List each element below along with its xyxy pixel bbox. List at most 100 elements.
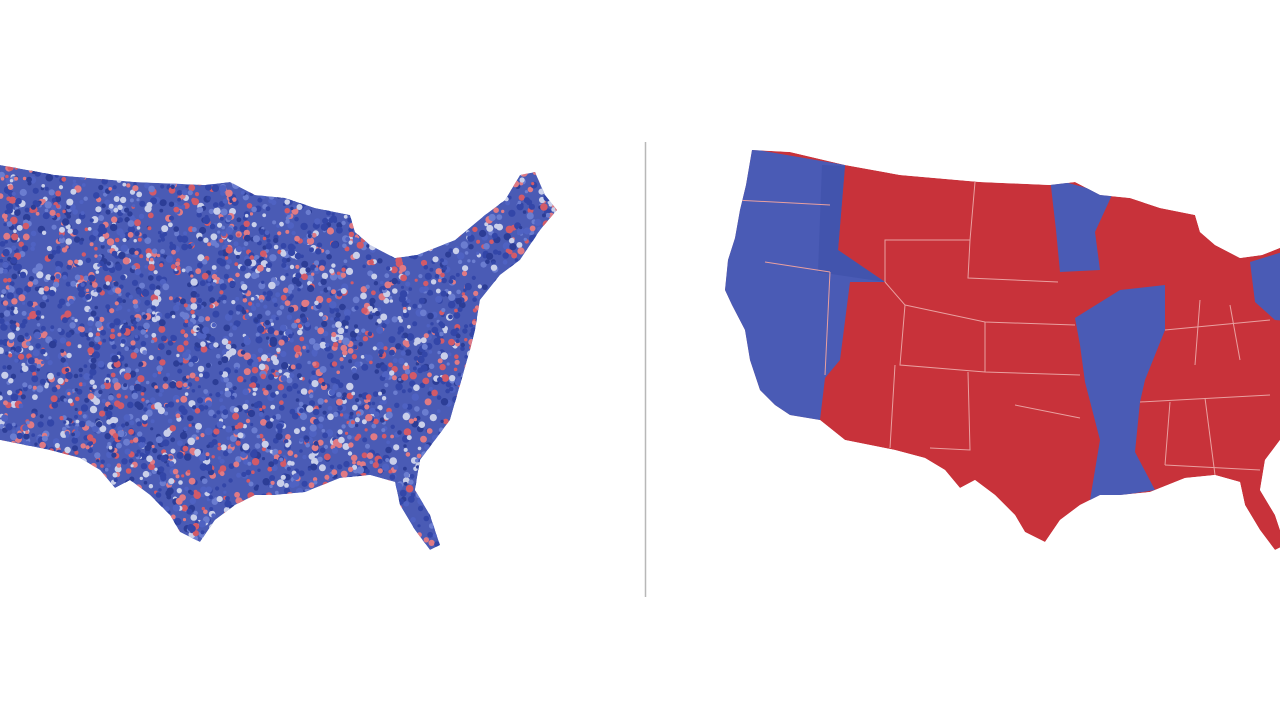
dot [58,159,66,167]
dot [509,538,513,542]
dot [539,547,546,550]
dot [25,430,29,435]
dot [361,363,369,371]
dot [550,176,555,180]
dot [297,508,301,512]
dot [271,155,278,162]
dot [421,181,429,189]
dot [428,511,435,518]
dot [240,525,246,531]
dot [252,166,258,171]
dot [469,352,475,358]
dot [111,542,115,547]
dot [308,530,314,536]
dot [493,384,499,391]
dot [128,294,134,300]
dot [146,532,154,540]
dot [320,158,326,164]
dot [160,545,167,550]
dot [391,277,398,285]
dot [321,381,326,387]
dot [400,153,407,159]
dot [341,396,346,401]
dot [454,205,460,211]
dot [427,312,434,320]
dot [144,176,150,182]
dot [199,226,207,235]
dot [291,165,296,170]
dot [384,223,391,229]
dot [549,237,556,244]
dot [360,529,365,534]
dot [112,472,118,478]
dot [87,320,94,327]
dot [127,225,136,234]
dot [15,197,22,205]
dot [98,184,104,191]
dot [309,247,314,253]
dot [22,382,28,388]
dot [268,373,275,381]
dot [34,494,39,499]
dot [495,394,502,401]
dot [161,225,169,233]
dot [524,150,531,155]
dot [435,268,443,275]
dot [444,204,449,210]
dot [442,155,449,162]
dot [475,318,481,323]
dot [552,360,556,364]
dot [449,235,454,240]
dot [238,159,243,164]
dot [243,459,249,465]
dot [293,152,298,156]
dot [133,492,137,497]
dot [331,331,337,338]
dot [447,471,452,476]
dot [463,455,468,460]
dot [350,454,358,462]
dot [311,380,319,388]
dot [356,210,362,217]
dot [556,269,557,274]
dot [382,206,390,214]
dot [73,373,79,379]
dot [87,347,95,354]
dot [336,520,344,528]
dot [438,153,442,157]
dot [21,449,29,457]
dot [8,155,12,159]
dot [487,519,494,526]
dot [475,526,482,533]
dot [503,233,511,241]
dot [495,171,503,179]
dot [214,242,220,248]
dot [80,282,85,287]
dot [483,200,489,205]
dot [505,496,514,504]
dot [551,405,557,411]
dot [275,316,279,321]
dot [437,511,441,516]
dot [472,536,477,541]
dot [178,533,186,542]
dot [109,322,115,329]
dot [345,267,354,275]
dot [560,359,568,367]
dot [257,180,261,185]
dot [154,467,158,471]
dot [489,365,496,372]
dot [424,189,432,197]
dot [196,178,204,186]
dot [170,448,176,454]
dot [48,340,57,349]
dot [468,438,475,444]
dot [347,528,351,532]
dot [144,444,152,452]
dot [278,369,283,374]
dot [69,204,76,211]
dot [175,261,181,267]
dot [35,211,40,216]
dot [331,324,336,328]
dot [485,368,490,373]
